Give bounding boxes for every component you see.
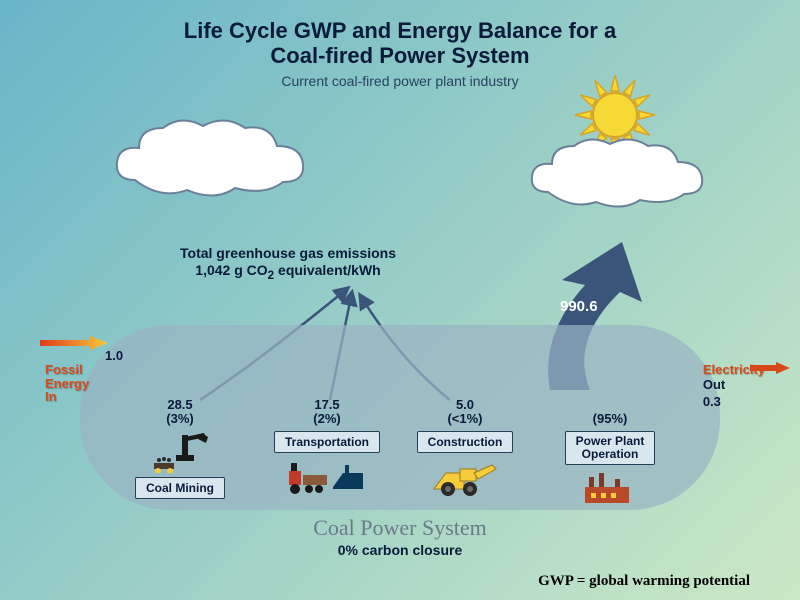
energy-out-arrow — [750, 362, 790, 374]
system-title: Coal Power System — [0, 515, 800, 541]
energy-out-value: 0.3 — [703, 394, 765, 409]
construction-icon — [400, 459, 530, 499]
transport-icon — [262, 459, 392, 499]
energy-in-label: Fossil Energy In — [45, 363, 89, 404]
stage-transport-label: Transportation — [274, 431, 380, 453]
energy-in-arrow — [40, 335, 110, 351]
energy-in-value: 1.0 — [105, 348, 123, 363]
powerplant-icon — [545, 471, 675, 511]
carbon-closure: 0% carbon closure — [0, 542, 800, 558]
stage-operation-value: (95%) — [545, 398, 675, 427]
stage-construction-label: Construction — [417, 431, 514, 453]
stage-construction-value: 5.0 (<1%) — [400, 398, 530, 427]
stage-mining-value: 28.5 (3%) — [115, 398, 245, 427]
stage-transport: 17.5 (2%) Transportation — [262, 398, 392, 499]
stage-mining: 28.5 (3%) Coal Mining — [115, 398, 245, 499]
mining-icon — [115, 433, 245, 473]
stage-construction: 5.0 (<1%) Construction — [400, 398, 530, 499]
gwp-footnote: GWP = global warming potential — [538, 573, 750, 590]
emission-curves — [0, 0, 800, 600]
stage-operation-label: Power PlantOperation — [565, 431, 656, 465]
stage-operation: (95%) Power PlantOperation — [545, 398, 675, 511]
stage-mining-label: Coal Mining — [135, 477, 225, 499]
stage-transport-value: 17.5 (2%) — [262, 398, 392, 427]
